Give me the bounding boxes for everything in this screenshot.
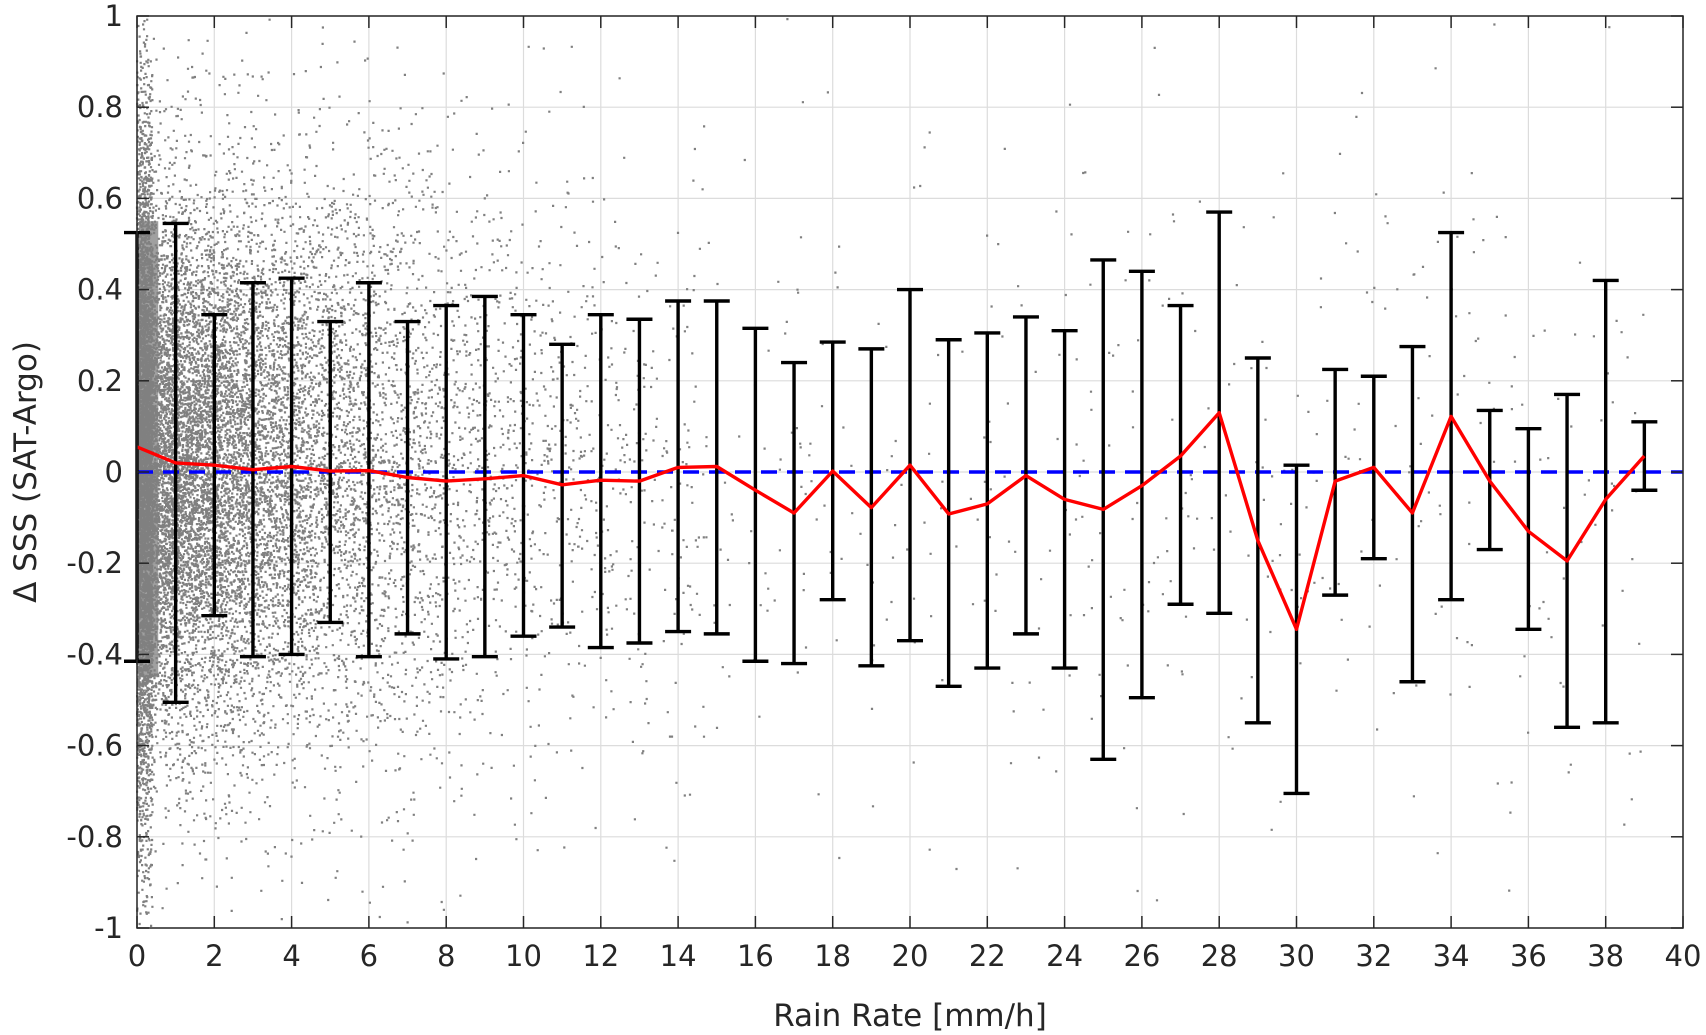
tick-marks <box>136 15 1684 929</box>
x-tick-label: 38 <box>1587 939 1624 973</box>
y-tick-label: 0.6 <box>77 181 123 215</box>
x-tick-label: 6 <box>360 939 378 973</box>
x-tick-label: 8 <box>437 939 455 973</box>
error-bar <box>974 331 1001 670</box>
error-bar <box>742 326 769 663</box>
error-bar <box>1631 420 1658 492</box>
y-tick-label: 0.2 <box>77 364 123 398</box>
x-tick-label: 32 <box>1355 939 1392 973</box>
y-tick-label: 0.8 <box>77 90 123 124</box>
x-tick-label: 30 <box>1278 939 1315 973</box>
y-tick-label: -1 <box>94 911 123 945</box>
error-bar <box>471 294 498 659</box>
y-tick-label: -0.4 <box>66 637 123 671</box>
y-tick-label: -0.2 <box>66 546 123 580</box>
x-tick-label: 0 <box>128 939 146 973</box>
x-tick-label: 36 <box>1510 939 1547 973</box>
x-tick-label: 10 <box>505 939 542 973</box>
x-tick-label: 16 <box>737 939 774 973</box>
x-tick-label: 18 <box>814 939 851 973</box>
x-tick-label: 40 <box>1665 939 1702 973</box>
x-tick-label: 12 <box>582 939 619 973</box>
y-tick-label: 1 <box>105 0 123 33</box>
x-tick-labels: 0 2 4 6 8 10 12 14 16 18 20 22 24 26 28 30 32 34 36 38 40 <box>128 939 1702 973</box>
x-tick-label: 4 <box>282 939 300 973</box>
y-tick-labels: -1 -0.8 -0.6 -0.4 -0.2 0 0.2 0.4 0.6 0.8 1 <box>66 0 123 945</box>
y-tick-label: 0 <box>105 455 123 489</box>
y-tick-label: 0.4 <box>77 273 123 307</box>
mean-line <box>136 411 1646 631</box>
x-tick-label: 20 <box>892 939 929 973</box>
x-tick-label: 24 <box>1046 939 1083 973</box>
y-tick-label: -0.8 <box>66 820 123 854</box>
x-tick-label: 14 <box>660 939 697 973</box>
x-tick-label: 26 <box>1123 939 1160 973</box>
y-axis-label: Δ SSS (SAT-Argo) <box>8 341 44 603</box>
x-tick-label: 34 <box>1433 939 1470 973</box>
x-axis-label: Rain Rate [mm/h] <box>773 998 1047 1034</box>
x-tick-label: 28 <box>1201 939 1238 973</box>
y-tick-label: -0.6 <box>66 729 123 763</box>
x-tick-label: 2 <box>205 939 223 973</box>
x-tick-label: 22 <box>969 939 1006 973</box>
